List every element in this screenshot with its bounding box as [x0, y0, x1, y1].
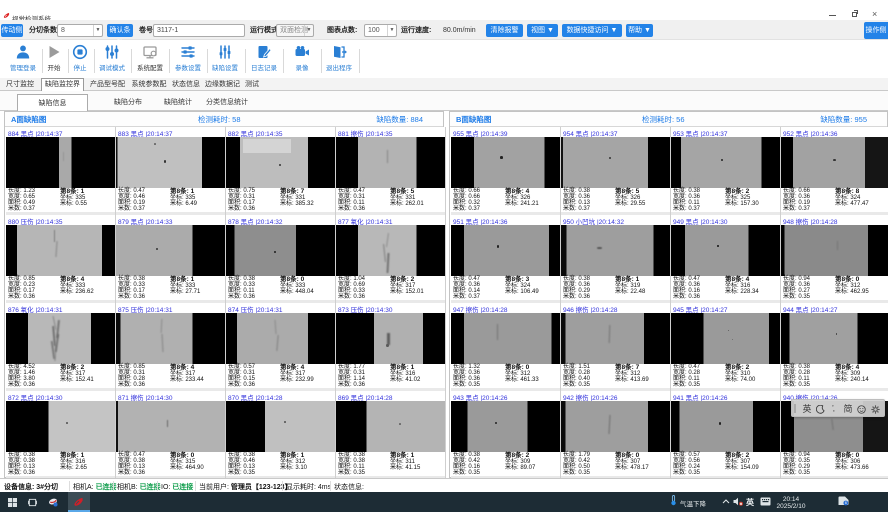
svg-text:6: 6 [845, 501, 847, 505]
